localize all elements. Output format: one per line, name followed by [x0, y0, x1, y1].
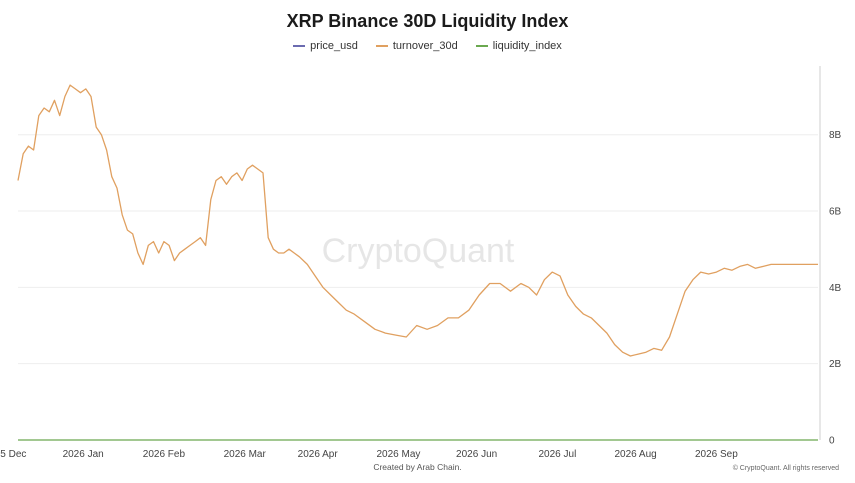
x-tick-label: 2026 Apr	[298, 449, 339, 460]
y-tick-label: 8B	[829, 130, 842, 141]
series-layer	[17, 84, 818, 441]
legend-swatch-turnover-30d	[375, 45, 388, 47]
x-axis-ticks: 2025 Dec 2026 Jan 2026 Feb 2026 Mar 2026 Apr…	[0, 449, 738, 460]
legend-item-turnover-30d[interactable]: turnover_30d	[375, 40, 458, 52]
legend-swatch-liquidity-index	[475, 45, 488, 47]
x-tick-label: 2026 Mar	[224, 449, 267, 460]
watermark-text: CryptoQuant	[322, 232, 515, 270]
x-tick-label: 2025 Dec	[0, 449, 26, 460]
x-tick-label: 2026 Jan	[63, 449, 104, 460]
x-tick-label: 2026 Sep	[695, 449, 738, 460]
y-tick-label: 0	[829, 436, 835, 447]
y-tick-label: 4B	[829, 283, 842, 294]
x-tick-label: 2026 Feb	[143, 449, 186, 460]
grid-lines	[18, 134, 818, 365]
x-tick-label: 2026 Jun	[456, 449, 497, 460]
legend-label-liquidity-index: liquidity_index	[492, 40, 562, 52]
y-tick-label: 2B	[829, 359, 842, 370]
credit-text: Created by Arab Chain.	[373, 462, 462, 472]
legend-label-price-usd: price_usd	[310, 40, 358, 52]
legend-item-price-usd[interactable]: price_usd	[293, 40, 358, 52]
series-line-turnover-30d[interactable]	[17, 84, 818, 357]
chart-legend: price_usd turnover_30d liquidity_index	[0, 40, 855, 52]
copyright-text: © CryptoQuant. All rights reserved	[732, 465, 839, 472]
x-tick-label: 2026 May	[376, 449, 420, 460]
x-tick-label: 2026 Jul	[539, 449, 577, 460]
legend-item-liquidity-index[interactable]: liquidity_index	[475, 40, 562, 52]
legend-swatch-price-usd	[293, 45, 306, 47]
y-tick-label: 6B	[829, 207, 842, 218]
x-tick-label: 2026 Aug	[614, 449, 656, 460]
chart-title: XRP Binance 30D Liquidity Index	[286, 11, 569, 31]
y-axis-ticks: 0 2B 4B 6B 8B	[829, 130, 842, 446]
legend-label-turnover-30d: turnover_30d	[392, 40, 458, 52]
